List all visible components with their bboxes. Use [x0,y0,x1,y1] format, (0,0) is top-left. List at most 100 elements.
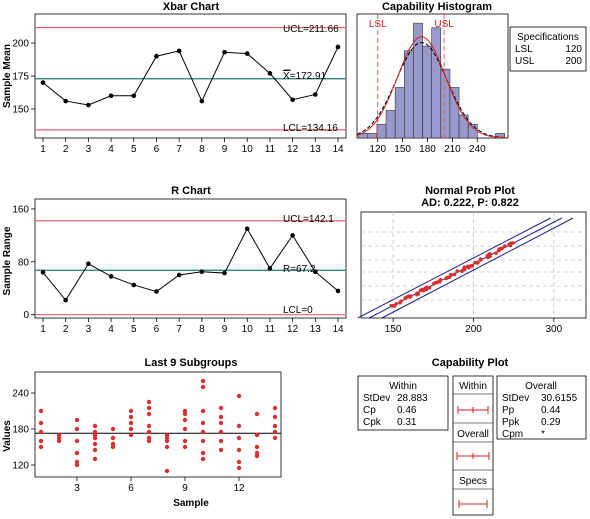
probplot-point [389,303,394,308]
subgroup-point [146,423,152,429]
legend-within-interval [457,406,489,414]
histogram-bar [449,87,460,139]
xbar-xtick-label: 10 [242,144,254,155]
spec-lsl-value: 120 [565,44,582,55]
subgroup-point [146,405,152,411]
subgroup-point [38,429,44,435]
histogram-xtick-label: 120 [369,144,386,155]
subgroup-point [218,420,224,426]
xbar-xtick-label: 1 [40,144,46,155]
subgroup-point [200,429,206,435]
r-chart-point [40,270,46,275]
probplot-point [408,294,413,299]
subgroup-point [128,432,134,438]
subgroup-point [200,456,206,462]
r-chart-point [154,289,159,294]
xbar-point [290,97,295,103]
subgroup-point [164,468,170,474]
xbar-xtick-label: 14 [332,144,344,155]
xbar-ytick-label: 150 [12,104,29,115]
r-chart-point [131,282,137,288]
subgroup-point [254,411,260,417]
xbar-xtick-label: 6 [154,144,160,155]
subgroups-ytick-label: 180 [12,425,29,436]
within-cp-value: 0.46 [397,405,417,416]
subgroup-point [38,420,44,426]
r-chart-xtick-label: 9 [222,324,228,335]
histogram-bar [367,133,378,139]
subgroup-point [236,447,242,453]
probplot-point [494,251,498,255]
probplot-point [485,255,490,260]
r-chart-ylabel: Sample Range [2,226,13,295]
subgroup-point [218,414,224,420]
subgroup-point [164,444,170,450]
subgroup-point [236,459,242,465]
capability-plot-title: Capability Plot [432,357,509,369]
probplot-point [511,241,515,245]
subgroups-title: Last 9 Subgroups [145,357,238,369]
xbar-point [86,102,91,108]
xbar-xtick-label: 7 [176,144,182,155]
subgroup-point [218,429,224,435]
legend-specs-interval [458,500,488,508]
r-chart-xtick-label: 3 [86,324,92,335]
subgroup-point [272,405,278,411]
capability-legend [452,375,494,516]
r-chart-point [244,226,250,232]
subgroup-point [236,465,242,471]
r-chart-xtick-label: 2 [63,324,69,335]
subgroup-point [218,447,224,453]
overall-pp-label: Pp [502,405,515,416]
subgroup-point [254,432,260,438]
within-stdev-value: 28.883 [397,393,428,404]
xbar-lcl-label: LCL=134.16 [283,123,338,134]
subgroup-point [218,405,224,411]
xbar-xtick-label: 5 [131,144,137,155]
legend-overall-label: Overall [457,429,489,440]
overall-cpm-label: Cpm [502,429,523,440]
r-chart-title: R Chart [171,185,211,197]
capability-histogram: Capability Histogram 120 150 180 210 240 LSL… [356,1,509,155]
probplot-subtitle: AD: 0.222, P: 0.822 [421,197,519,209]
r-chart-xtick-label: 10 [242,324,254,335]
subgroup-point [200,420,206,426]
r-chart-point [86,261,91,267]
histogram-bar [422,45,432,139]
subgroup-point [254,444,260,450]
histogram-xtick-label: 210 [444,144,461,155]
xbar-center-bar-symbol: X [283,71,290,82]
xbar-point [335,44,341,50]
subgroup-point [200,450,206,456]
r-chart-point [335,288,341,294]
within-cpk-label: Cpk [363,417,382,428]
subgroup-point [236,435,242,441]
probplot-point [398,301,402,305]
probplot-ci-lower [381,217,574,319]
probplot-point [466,264,470,269]
xbar-point [40,80,46,85]
probplot-xtick-label: 200 [465,324,482,335]
probplot-point [508,243,513,248]
histogram-bar [431,27,442,139]
probplot-point [427,285,432,290]
subgroup-point [200,408,206,414]
subgroup-point [146,399,152,405]
xbar-ucl-label: UCL=211.66 [283,24,339,35]
capability-plot: Capability Plot Within StDev 28.883 Cp 0… [357,357,587,516]
subgroup-point [146,411,152,417]
subgroup-point [56,435,62,441]
subgroup-point [218,438,224,444]
subgroup-point [38,408,44,414]
probplot-point [455,269,460,273]
subgroup-point [182,438,188,444]
last-subgroups-chart: Last 9 Subgroups Values Sample 120 180 240… [2,357,282,509]
overall-ppk-value: 0.29 [541,417,561,428]
probplot-xtick-label: 150 [385,324,402,335]
subgroup-point [92,432,98,438]
xbar-point [63,98,68,104]
xbar-point [154,53,159,59]
spec-usl-label: USL [515,56,535,67]
normal-prob-plot: Normal Prob Plot AD: 0.222, P: 0.822 150… [357,185,587,335]
